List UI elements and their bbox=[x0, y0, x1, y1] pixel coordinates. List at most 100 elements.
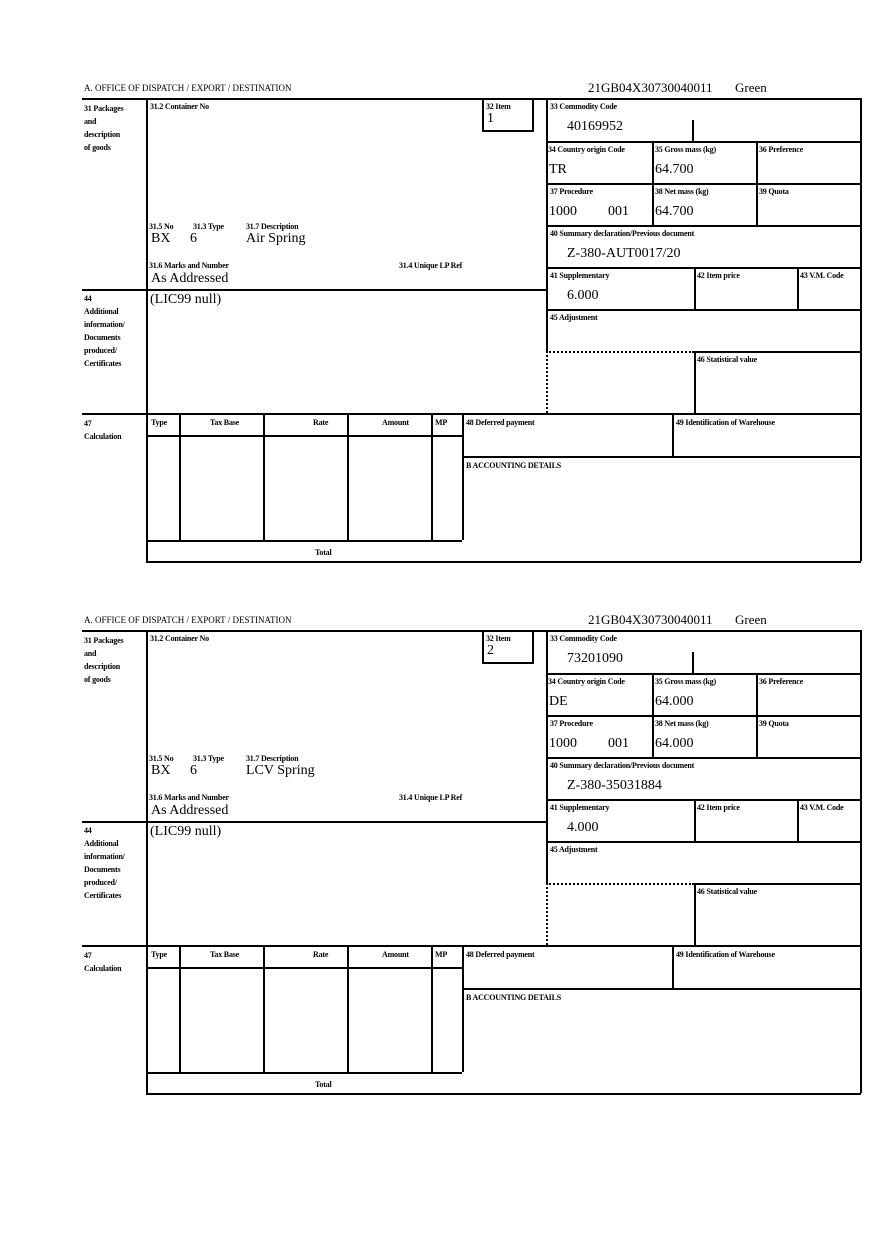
goods-description: Air Spring bbox=[246, 231, 306, 246]
rule bbox=[546, 351, 694, 353]
box47-label: Calculation bbox=[84, 964, 122, 973]
rule bbox=[146, 967, 462, 969]
rule bbox=[546, 841, 861, 843]
calc-col-rate: Rate bbox=[313, 950, 329, 959]
box44-label: Additional bbox=[84, 839, 119, 848]
supplementary-units: 4.000 bbox=[567, 820, 599, 835]
calc-col-tax-base: Tax Base bbox=[210, 950, 240, 959]
gross-mass-label: 35 Gross mass (kg) bbox=[655, 677, 716, 686]
item-label: 32 Item bbox=[486, 634, 511, 643]
rule bbox=[146, 98, 148, 561]
box44-label: Certificates bbox=[84, 891, 122, 900]
container-no-label: 31.2 Container No bbox=[150, 634, 209, 643]
box44-label: 44 bbox=[84, 294, 92, 303]
box47-label: 47 bbox=[84, 419, 92, 428]
rule bbox=[694, 799, 696, 841]
rule bbox=[546, 630, 548, 883]
rule bbox=[694, 883, 861, 885]
description-label: 31.7 Description bbox=[246, 754, 299, 763]
total-label: Total bbox=[315, 548, 332, 557]
rule bbox=[482, 662, 534, 664]
item-label: 32 Item bbox=[486, 102, 511, 111]
net-mass-label: 38 Net mass (kg) bbox=[655, 719, 709, 728]
box44-label: Documents bbox=[84, 865, 121, 874]
country-origin-label: 34 Country origin Code bbox=[548, 145, 625, 154]
rule bbox=[146, 435, 462, 437]
deferred-payment-label: 48 Deferred payment bbox=[466, 950, 535, 959]
rule bbox=[694, 351, 861, 353]
rule bbox=[797, 799, 799, 841]
pkg-no-label: 31.5 No bbox=[149, 222, 174, 231]
goods-description: LCV Spring bbox=[246, 763, 315, 778]
rule bbox=[546, 673, 861, 675]
warehouse-label: 49 Identification of Warehouse bbox=[676, 950, 775, 959]
item-block: A. OFFICE OF DISPATCH / EXPORT / DESTINA… bbox=[0, 612, 882, 1095]
item-number: 2 bbox=[487, 643, 494, 658]
previous-document: Z-380-35031884 bbox=[567, 778, 662, 793]
quota-label: 39 Quota bbox=[759, 187, 789, 196]
procedure-label: 37 Procedure bbox=[550, 187, 593, 196]
package-kind: BX bbox=[151, 763, 171, 778]
unique-lp-label: 31.4 Unique LP Ref bbox=[399, 793, 463, 802]
rule bbox=[462, 988, 861, 990]
commodity-code: 73201090 bbox=[567, 651, 623, 666]
rule bbox=[347, 945, 349, 1072]
office-heading: A. OFFICE OF DISPATCH / EXPORT / DESTINA… bbox=[84, 83, 292, 93]
rule bbox=[82, 289, 547, 291]
calc-col-mp: MP bbox=[435, 418, 448, 427]
rule bbox=[146, 630, 148, 1093]
item-price-label: 42 Item price bbox=[697, 803, 740, 812]
rule bbox=[146, 1093, 861, 1095]
pkg-type-label: 31.3 Type bbox=[193, 754, 224, 763]
route-status: Green bbox=[735, 612, 767, 627]
box31-label: of goods bbox=[84, 675, 111, 684]
rule bbox=[546, 715, 861, 717]
accounting-details-label: B ACCOUNTING DETAILS bbox=[466, 461, 561, 470]
rule bbox=[482, 130, 534, 132]
rule bbox=[546, 183, 861, 185]
declaration-reference: 21GB04X30730040011 bbox=[588, 80, 713, 95]
rule bbox=[146, 1072, 462, 1074]
item-number: 1 bbox=[487, 111, 494, 126]
rule bbox=[546, 141, 861, 143]
additional-info: (LIC99 null) bbox=[150, 292, 222, 307]
calc-col-type: Type bbox=[151, 950, 167, 959]
commodity-code: 40169952 bbox=[567, 119, 623, 134]
route-status: Green bbox=[735, 80, 767, 95]
rule bbox=[482, 98, 484, 131]
accounting-details-label: B ACCOUNTING DETAILS bbox=[466, 993, 561, 1002]
total-label: Total bbox=[315, 1080, 332, 1089]
rule bbox=[694, 883, 696, 945]
rule bbox=[546, 98, 548, 351]
supplementary-label: 41 Supplementary bbox=[550, 803, 610, 812]
adjustment-label: 45 Adjustment bbox=[550, 845, 598, 854]
box31-label: 31 Packages bbox=[84, 636, 124, 645]
declaration-reference: 21GB04X30730040011 bbox=[588, 612, 713, 627]
vm-code-label: 43 V.M. Code bbox=[800, 271, 844, 280]
procedure-additional: 001 bbox=[608, 736, 629, 751]
package-kind: BX bbox=[151, 231, 171, 246]
supplementary-label: 41 Supplementary bbox=[550, 271, 610, 280]
procedure-label: 37 Procedure bbox=[550, 719, 593, 728]
marks-label: 31.6 Marks and Number bbox=[149, 261, 229, 270]
marks-value: As Addressed bbox=[151, 803, 229, 818]
rule bbox=[672, 945, 674, 988]
rule bbox=[797, 267, 799, 309]
calc-col-amount: Amount bbox=[382, 950, 409, 959]
procedure-code: 1000 bbox=[549, 736, 577, 751]
rule bbox=[146, 540, 462, 542]
deferred-payment-label: 48 Deferred payment bbox=[466, 418, 535, 427]
box31-label: and bbox=[84, 117, 97, 126]
commodity-label: 33 Commodity Code bbox=[550, 102, 617, 111]
commodity-label: 33 Commodity Code bbox=[550, 634, 617, 643]
rule bbox=[82, 630, 862, 632]
calc-col-tax-base: Tax Base bbox=[210, 418, 240, 427]
rule bbox=[860, 630, 862, 1093]
rule bbox=[263, 945, 265, 1072]
country-origin-label: 34 Country origin Code bbox=[548, 677, 625, 686]
rule bbox=[694, 351, 696, 413]
box44-label: produced/ bbox=[84, 878, 117, 887]
additional-info: (LIC99 null) bbox=[150, 824, 222, 839]
rule bbox=[179, 413, 181, 540]
rule bbox=[431, 945, 433, 1072]
